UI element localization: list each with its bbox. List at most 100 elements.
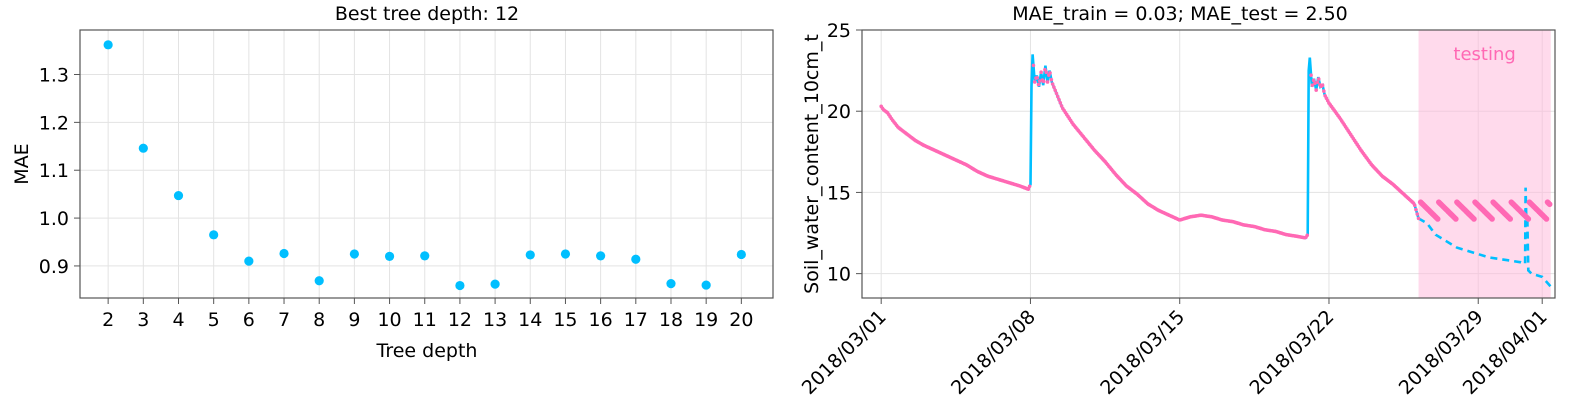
right-y-tick-label: 25 <box>827 20 851 42</box>
right-y-tick-label: 15 <box>827 182 851 204</box>
observed-point <box>1045 80 1050 84</box>
left-x-tick-label: 16 <box>589 309 613 331</box>
right-x-tick-label: 2018/03/22 <box>1246 306 1339 399</box>
observed-point <box>1050 82 1055 86</box>
observed-point <box>1489 216 1495 222</box>
left-chart-title: Best tree depth: 12 <box>335 3 519 25</box>
left-x-tick-label: 15 <box>553 309 577 331</box>
left-x-ticks: 2 3 4 5 6 7 8 9 10 11 12 13 14 15 16 17 18 19 20 <box>102 298 753 331</box>
observed-point <box>1053 88 1057 93</box>
observed-point <box>1412 203 1417 208</box>
mae-point <box>209 230 219 240</box>
mae-point <box>349 249 359 259</box>
left-x-tick-label: 6 <box>243 309 255 331</box>
mae-point <box>701 280 711 290</box>
mae-point <box>103 40 113 50</box>
left-panel: Best tree depth: 12 2 3 4 5 6 7 8 9 10 11 12 13 14 15… <box>11 3 774 362</box>
observed-point <box>1036 82 1041 87</box>
mae-point <box>525 250 535 260</box>
mae-point <box>455 280 465 291</box>
left-x-tick-label: 4 <box>172 309 184 331</box>
mae-point <box>666 279 676 289</box>
mae-point <box>384 251 395 261</box>
right-panel: MAE_train = 0.03; MAE_test = 2.50 testin… <box>798 3 1556 399</box>
observed-point <box>1453 216 1459 222</box>
observed-point <box>1026 187 1031 191</box>
left-x-tick-label: 19 <box>694 309 718 331</box>
observed-point <box>1035 75 1040 80</box>
observed-point <box>1315 80 1320 85</box>
observed-point <box>1054 91 1059 96</box>
observed-point <box>1322 89 1326 93</box>
left-y-ticks: 0.9 1.0 1.1 1.2 1.3 <box>39 65 80 278</box>
mae-point <box>244 256 254 266</box>
left-y-tick-label: 1.1 <box>39 160 69 182</box>
left-x-axis-label: Tree depth <box>376 340 478 362</box>
left-x-tick-label: 11 <box>413 309 437 331</box>
mae-point <box>420 251 430 261</box>
mae-point <box>138 143 148 153</box>
mae-point <box>490 279 500 289</box>
left-y-tick-label: 1.3 <box>39 65 69 87</box>
observed-point <box>1059 104 1064 108</box>
left-x-tick-label: 13 <box>483 309 507 331</box>
observed-point <box>1310 83 1315 88</box>
observed-point <box>1055 94 1060 99</box>
testing-label: testing <box>1453 44 1515 65</box>
predicted-test-line <box>1417 187 1552 288</box>
right-x-tick-label: 2018/03/15 <box>1096 306 1189 399</box>
mae-point <box>314 276 324 286</box>
observed-point <box>1058 100 1063 105</box>
left-x-tick-label: 12 <box>448 309 472 331</box>
testing-region <box>1418 30 1551 298</box>
right-chart-title: MAE_train = 0.03; MAE_test = 2.50 <box>1012 3 1348 25</box>
left-x-tick-label: 5 <box>208 309 220 331</box>
observed-point <box>1311 78 1316 83</box>
left-scatter-points <box>103 40 746 291</box>
observed-point <box>1414 207 1418 212</box>
mae-point <box>560 249 571 259</box>
observed-point <box>1031 63 1036 68</box>
mae-point <box>736 249 746 260</box>
observed-point <box>1057 97 1061 102</box>
observed-point <box>1314 88 1318 92</box>
left-x-tick-label: 10 <box>377 309 401 331</box>
left-y-tick-label: 0.9 <box>39 256 69 278</box>
right-y-tick-label: 10 <box>827 264 851 286</box>
observed-point <box>1471 216 1477 222</box>
observed-point <box>1434 216 1441 222</box>
observed-point <box>1546 201 1553 208</box>
observed-point <box>1044 70 1049 75</box>
mae-point <box>631 254 641 264</box>
right-y-tick-label: 20 <box>827 101 851 123</box>
observed-point <box>1507 216 1514 222</box>
left-y-tick-label: 1.2 <box>39 112 69 134</box>
observed-point <box>1048 71 1052 75</box>
left-y-axis-label: MAE <box>11 143 33 184</box>
left-x-tick-label: 18 <box>659 309 683 331</box>
observed-point <box>1041 79 1046 84</box>
left-x-tick-label: 2 <box>102 309 114 331</box>
observed-point <box>1415 212 1420 216</box>
left-y-tick-label: 1.0 <box>39 208 69 230</box>
mae-point <box>279 248 289 259</box>
observed-point <box>1049 77 1054 82</box>
right-x-tick-label: 2018/03/01 <box>798 306 891 399</box>
observed-point <box>1525 216 1532 222</box>
right-x-ticks: 2018/03/01 2018/03/08 2018/03/15 2018/03/22… <box>798 298 1552 399</box>
right-y-ticks: 10 15 20 25 <box>827 20 862 286</box>
right-x-tick-label: 2018/03/08 <box>947 306 1040 399</box>
left-x-tick-label: 8 <box>313 309 325 331</box>
observed-point <box>1543 216 1550 222</box>
left-x-tick-label: 20 <box>729 309 753 331</box>
left-plot-frame <box>79 29 774 299</box>
observed-point <box>1320 83 1325 88</box>
observed-point <box>1316 77 1321 81</box>
observed-point <box>1027 184 1032 189</box>
observed-point <box>1305 233 1310 238</box>
right-y-axis-label: Soil_water_content_10cm_t <box>801 34 823 294</box>
predicted-train-line <box>880 54 1420 240</box>
mae-point <box>596 251 606 261</box>
right-plot-frame <box>861 29 1556 299</box>
